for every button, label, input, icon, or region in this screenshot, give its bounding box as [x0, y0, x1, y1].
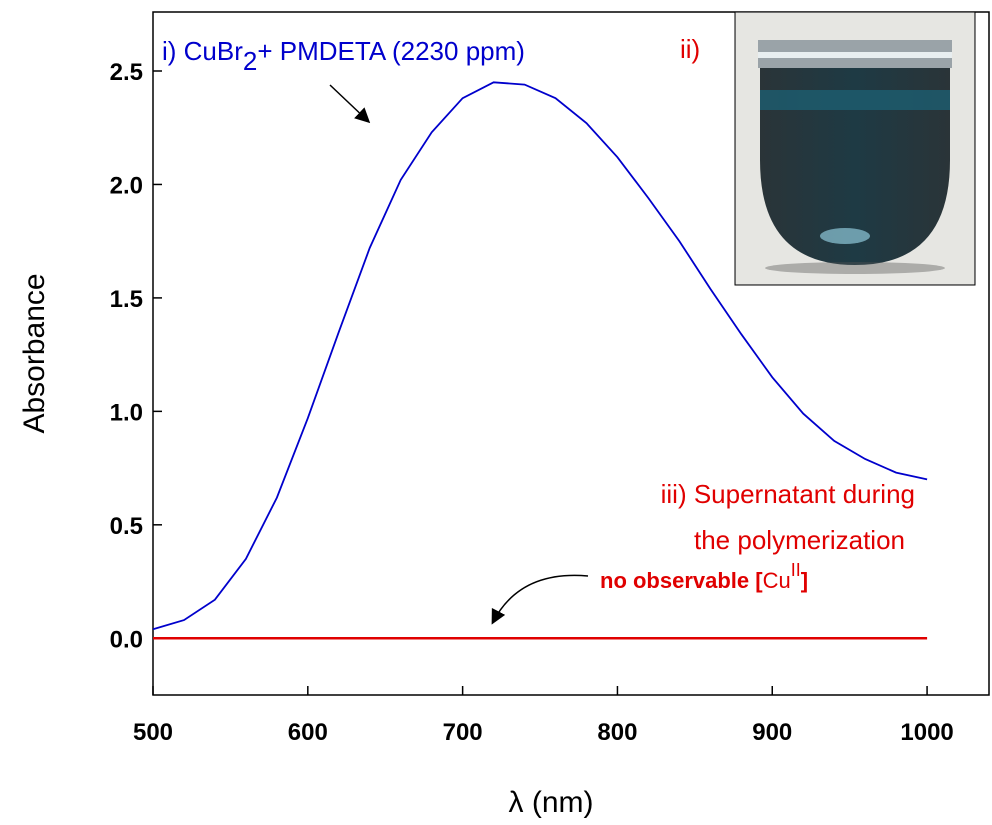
plot-frame: [152, 11, 990, 696]
y-tick-label: 1.0: [110, 399, 143, 426]
annotation-part: no observable [: [600, 568, 763, 593]
x-tick-label: 500: [133, 719, 173, 746]
x-tick-label: 700: [443, 719, 483, 746]
annotation: iii) Supernatant during: [661, 479, 915, 509]
arrow: [329, 84, 371, 124]
annotation-part: Cu: [763, 568, 791, 593]
annotation-part: i) CuBr: [162, 36, 243, 66]
y-tick-label: 2.0: [110, 172, 143, 199]
y-tick-label: 1.5: [110, 286, 143, 313]
annotation: ii): [680, 34, 700, 64]
annotation: no observable [CuII]: [600, 560, 808, 593]
annotation-part: + PMDETA (2230 ppm): [257, 36, 525, 66]
annotation: i) CuBr2+ PMDETA (2230 ppm): [162, 36, 525, 76]
annotation-subscript: 2: [243, 46, 257, 76]
annotation: the polymerization: [694, 525, 905, 555]
x-axis-label: λ (nm): [509, 786, 594, 819]
x-tick-label: 600: [288, 719, 328, 746]
x-tick-label: 800: [597, 719, 637, 746]
series-line: [152, 81, 928, 631]
annotation-superscript: II: [791, 560, 801, 580]
y-axis-label: Absorbance: [18, 273, 51, 433]
x-tick-label: 1000: [900, 719, 953, 746]
y-tick-label: 0.0: [110, 626, 143, 653]
y-tick-label: 0.5: [110, 513, 143, 540]
annotation-part: ]: [801, 568, 808, 593]
arrow: [491, 574, 589, 625]
inset-photo: [734, 11, 976, 286]
y-tick-label: 2.5: [110, 59, 143, 86]
x-tick-label: 900: [752, 719, 792, 746]
